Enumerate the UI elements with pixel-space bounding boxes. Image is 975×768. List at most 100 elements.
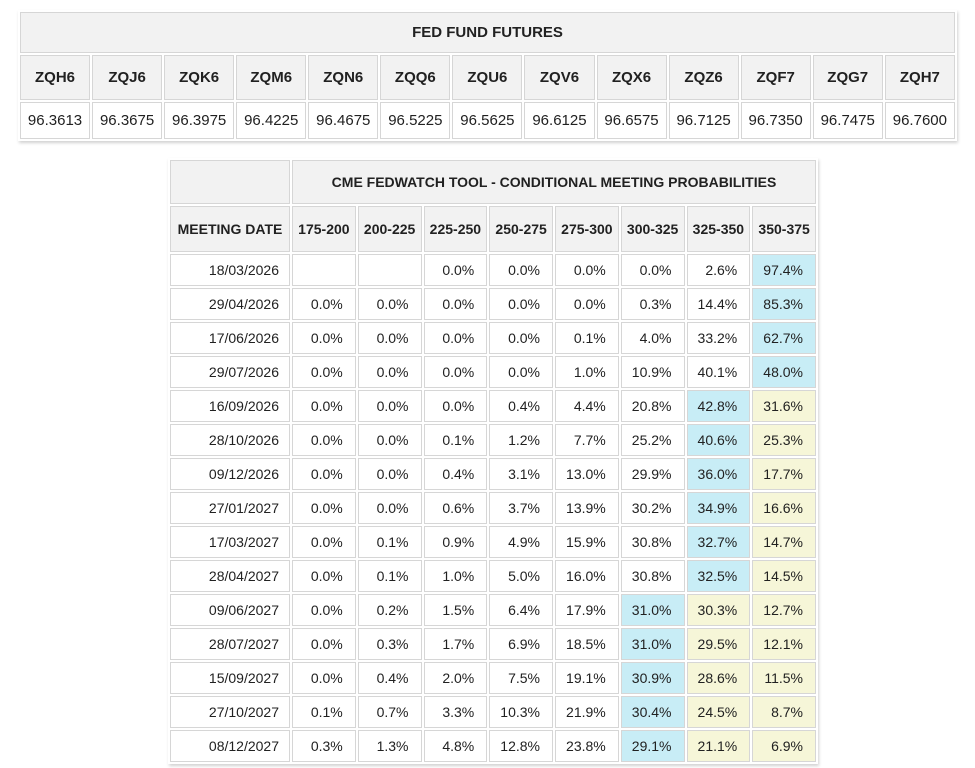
futures-price-cell: 96.3675 (92, 102, 163, 139)
probability-cell: 0.0% (423, 390, 488, 422)
fedwatch-row: 15/09/2027 0.0% 0.4% 2.0% 7.5% 19.1% 30.9% 28.6… (170, 662, 816, 694)
meeting-date-cell: 27/10/2027 (170, 696, 290, 728)
probability-cell: 13.9% (555, 492, 619, 524)
futures-column-header: ZQF7 (740, 55, 811, 100)
futures-title-row: FED FUND FUTURES (20, 12, 955, 53)
probability-cell: 32.7% (686, 526, 751, 558)
probability-cell: 40.6% (686, 424, 751, 456)
rate-range-header: 275-300 (555, 206, 619, 252)
probability-cell: 0.0% (423, 254, 488, 286)
rate-range-header: 225-250 (423, 206, 488, 252)
probability-cell: 0.0% (292, 424, 356, 456)
fedwatch-row: 27/10/2027 0.1% 0.7% 3.3% 10.3% 21.9% 30.4% 24.… (170, 696, 816, 728)
probability-cell: 19.1% (555, 662, 619, 694)
rate-range-header: 250-275 (489, 206, 553, 252)
futures-price-cell: 96.7350 (740, 102, 811, 139)
probability-cell: 0.1% (555, 322, 619, 354)
futures-price-cell: 96.7125 (668, 102, 739, 139)
probability-cell: 6.9% (489, 628, 553, 660)
futures-price-cell: 96.7475 (812, 102, 883, 139)
futures-price-cell: 96.5225 (380, 102, 451, 139)
probability-cell: 17.7% (752, 458, 816, 490)
meeting-date-cell: 17/06/2026 (170, 322, 290, 354)
meeting-date-cell: 15/09/2027 (170, 662, 290, 694)
probability-cell: 0.0% (292, 526, 356, 558)
probability-cell: 0.0% (489, 322, 553, 354)
meeting-date-header: MEETING DATE (170, 206, 290, 252)
probability-cell: 0.3% (292, 730, 356, 762)
probability-cell: 20.8% (620, 390, 685, 422)
probability-cell: 6.9% (752, 730, 816, 762)
probability-cell: 2.0% (423, 662, 488, 694)
probability-cell: 0.0% (357, 288, 422, 320)
probability-cell: 0.9% (423, 526, 488, 558)
fedwatch-corner-cell (170, 160, 290, 204)
fedwatch-title-row: CME FEDWATCH TOOL - CONDITIONAL MEETING … (170, 160, 816, 204)
probability-cell: 30.9% (620, 662, 685, 694)
probability-cell: 0.4% (489, 390, 553, 422)
probability-cell: 1.2% (489, 424, 553, 456)
probability-cell: 12.8% (489, 730, 553, 762)
futures-column-header: ZQM6 (236, 55, 307, 100)
probability-cell (357, 254, 422, 286)
probability-cell: 0.1% (357, 560, 422, 592)
fedwatch-probabilities-table: CME FEDWATCH TOOL - CONDITIONAL MEETING … (168, 158, 818, 764)
probability-cell: 28.6% (686, 662, 751, 694)
meeting-date-cell: 27/01/2027 (170, 492, 290, 524)
futures-column-header: ZQV6 (524, 55, 595, 100)
probability-cell: 0.0% (292, 322, 356, 354)
probability-cell: 15.9% (555, 526, 619, 558)
probability-cell: 0.0% (489, 254, 553, 286)
probability-cell: 0.0% (555, 254, 619, 286)
probability-cell: 0.0% (292, 594, 356, 626)
probability-cell: 0.0% (357, 322, 422, 354)
meeting-date-cell: 17/03/2027 (170, 526, 290, 558)
probability-cell: 36.0% (686, 458, 751, 490)
fedwatch-row: 08/12/2027 0.3% 1.3% 4.8% 12.8% 23.8% 29.1% 21.… (170, 730, 816, 762)
probability-cell: 0.0% (357, 492, 422, 524)
probability-cell: 29.1% (620, 730, 685, 762)
probability-cell: 5.0% (489, 560, 553, 592)
futures-column-header: ZQK6 (164, 55, 235, 100)
rate-range-header: 175-200 (292, 206, 356, 252)
fed-fund-futures-table: FED FUND FUTURES ZQH6 ZQJ6 ZQK6 ZQM6 ZQN6 ZQQ… (18, 10, 957, 141)
meeting-date-cell: 16/09/2026 (170, 390, 290, 422)
probability-cell: 0.1% (357, 526, 422, 558)
probability-cell: 29.9% (620, 458, 685, 490)
probability-cell: 4.0% (620, 322, 685, 354)
probability-cell: 29.5% (686, 628, 751, 660)
probability-cell: 7.5% (489, 662, 553, 694)
rate-range-header: 325-350 (686, 206, 751, 252)
meeting-date-cell: 28/10/2026 (170, 424, 290, 456)
probability-cell: 30.4% (620, 696, 685, 728)
futures-column-header: ZQH6 (20, 55, 91, 100)
probability-cell: 13.0% (555, 458, 619, 490)
meeting-date-cell: 18/03/2026 (170, 254, 290, 286)
probability-cell: 4.9% (489, 526, 553, 558)
probability-cell: 2.6% (686, 254, 751, 286)
fedwatch-row: 17/03/2027 0.0% 0.1% 0.9% 4.9% 15.9% 30.8% 32.7… (170, 526, 816, 558)
probability-cell: 14.5% (752, 560, 816, 592)
probability-cell: 12.7% (752, 594, 816, 626)
fedwatch-row: 09/06/2027 0.0% 0.2% 1.5% 6.4% 17.9% 31.0% 30.3… (170, 594, 816, 626)
futures-price-cell: 96.3613 (20, 102, 91, 139)
probability-cell: 0.0% (489, 288, 553, 320)
probability-cell: 21.1% (686, 730, 751, 762)
probability-cell: 0.6% (423, 492, 488, 524)
probability-cell: 3.3% (423, 696, 488, 728)
probability-cell: 30.8% (620, 560, 685, 592)
fedwatch-row: 28/04/2027 0.0% 0.1% 1.0% 5.0% 16.0% 30.8% 32.5… (170, 560, 816, 592)
probability-cell: 30.8% (620, 526, 685, 558)
futures-column-header: ZQU6 (452, 55, 523, 100)
probability-cell: 0.0% (357, 390, 422, 422)
probability-cell: 0.0% (357, 424, 422, 456)
fedwatch-row: 29/07/2026 0.0% 0.0% 0.0% 0.0% 1.0% 10.9% 40.1%… (170, 356, 816, 388)
probability-cell: 31.0% (620, 594, 685, 626)
probability-cell: 3.7% (489, 492, 553, 524)
probability-cell: 1.0% (555, 356, 619, 388)
fedwatch-row: 29/04/2026 0.0% 0.0% 0.0% 0.0% 0.0% 0.3% 14.4% 8… (170, 288, 816, 320)
meeting-date-cell: 08/12/2027 (170, 730, 290, 762)
probability-cell: 30.3% (686, 594, 751, 626)
probability-cell: 25.2% (620, 424, 685, 456)
